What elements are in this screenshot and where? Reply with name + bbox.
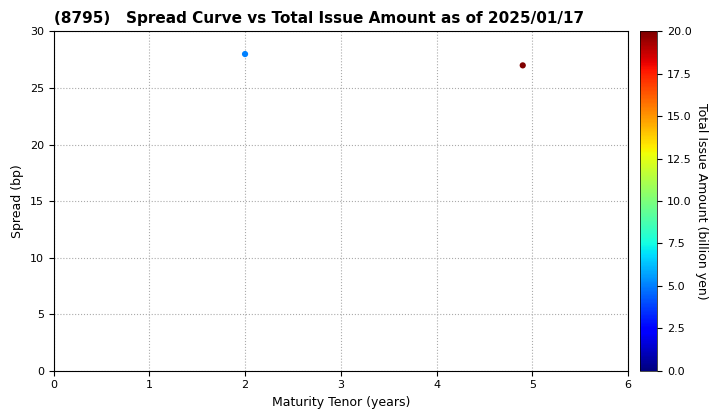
Point (239, 51, 251, 58)
Point (517, 62, 528, 69)
Y-axis label: Total Issue Amount (billion yen): Total Issue Amount (billion yen) (696, 103, 708, 299)
Y-axis label: Spread (bp): Spread (bp) (11, 164, 24, 238)
Text: (8795)   Spread Curve vs Total Issue Amount as of 2025/01/17: (8795) Spread Curve vs Total Issue Amoun… (53, 11, 584, 26)
X-axis label: Maturity Tenor (years): Maturity Tenor (years) (271, 396, 410, 409)
